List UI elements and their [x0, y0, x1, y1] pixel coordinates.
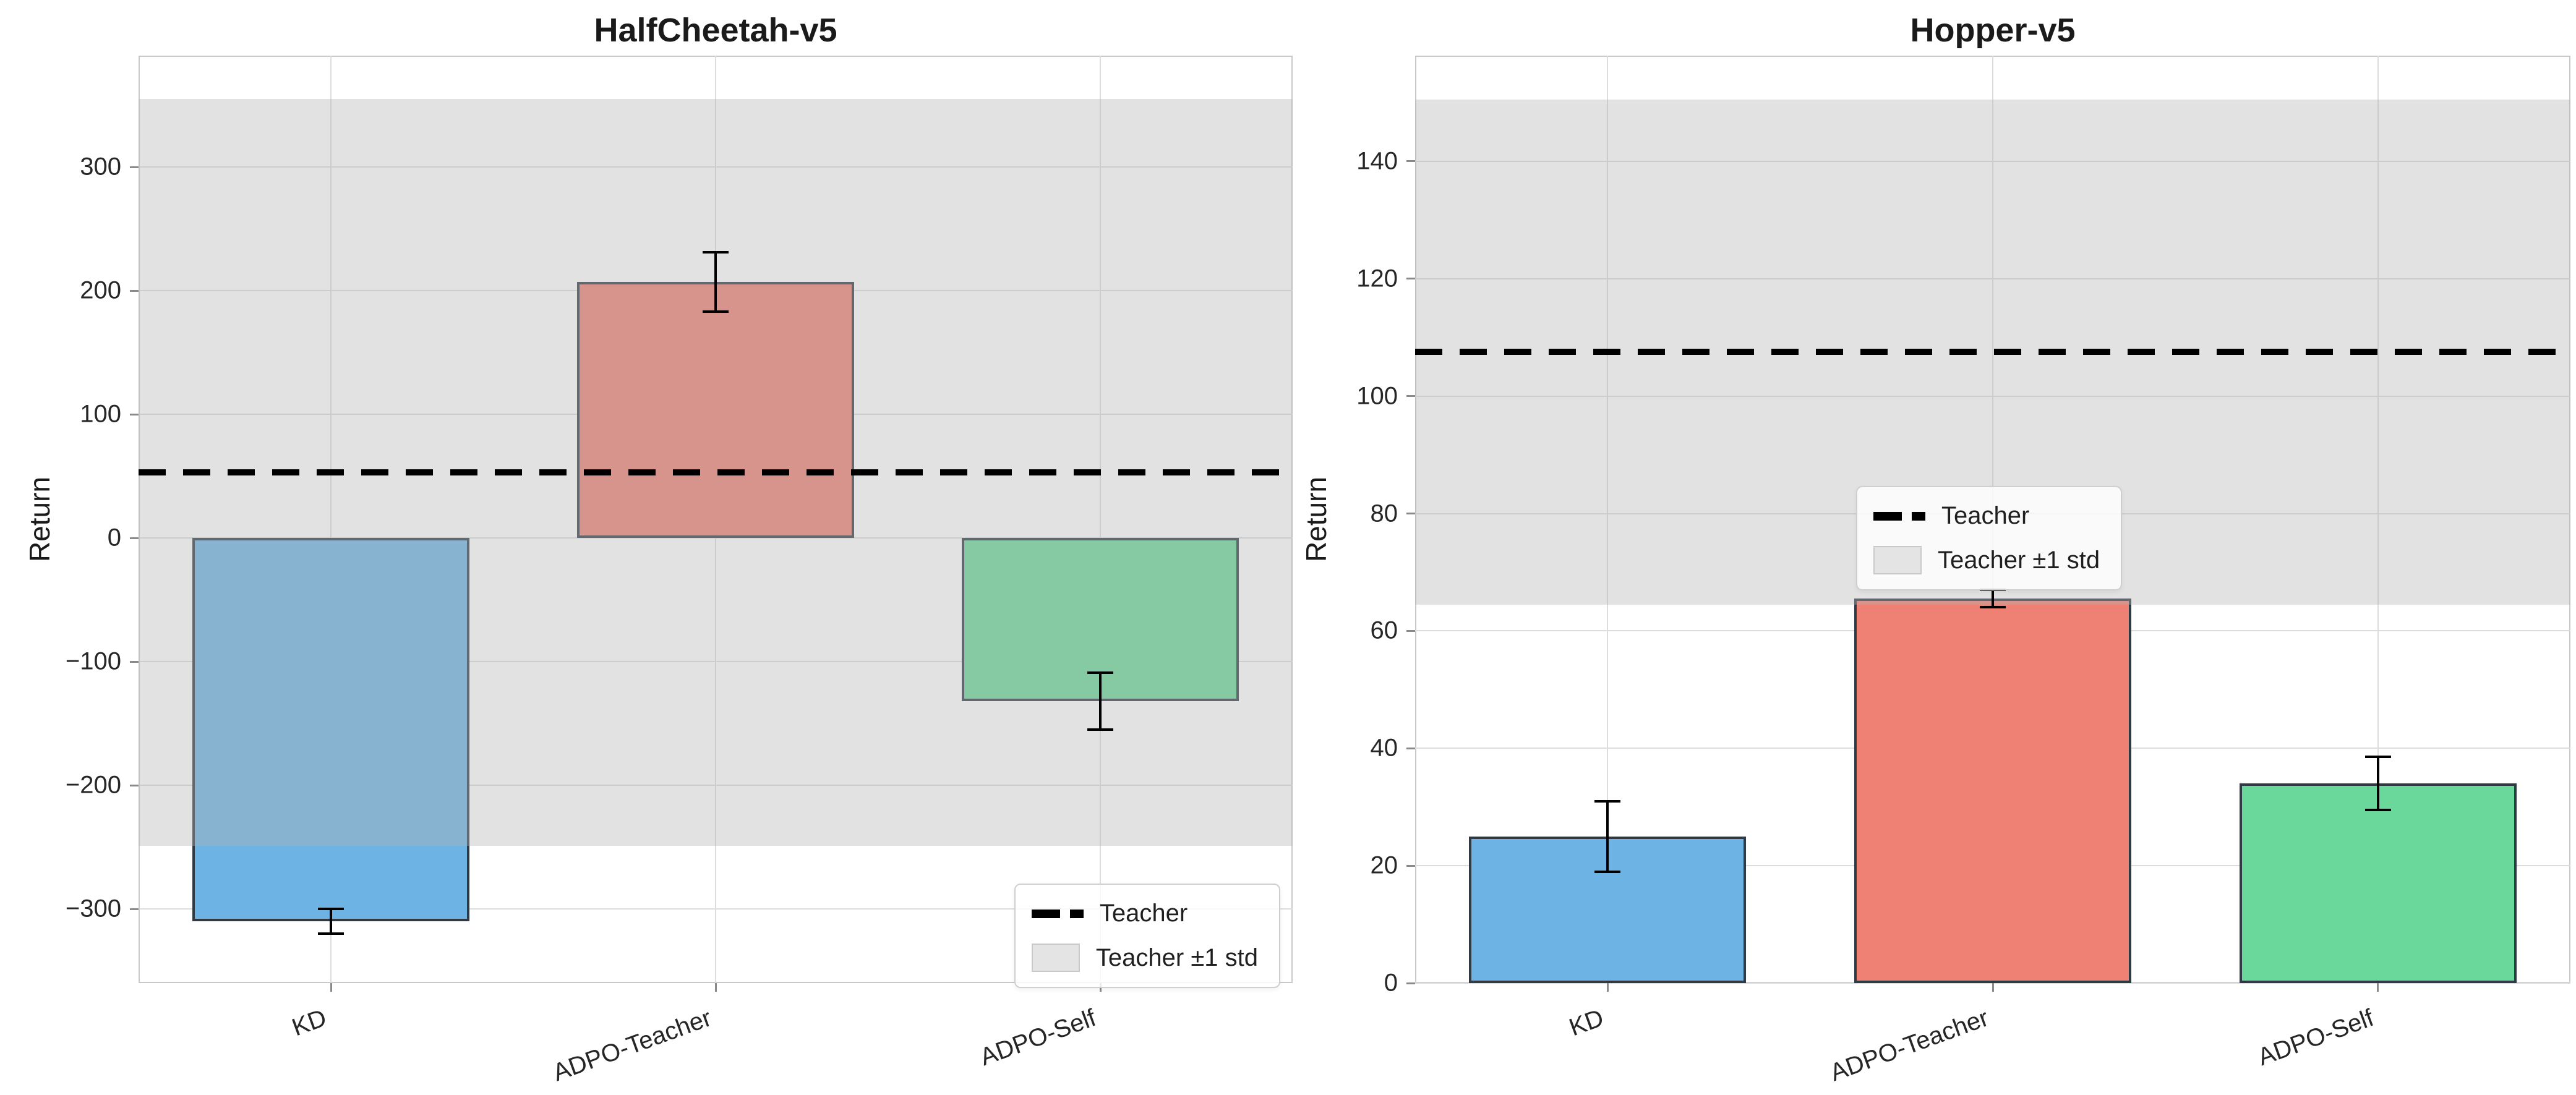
x-tick-label: KD: [1565, 1004, 1607, 1042]
error-bar-cap-top: [318, 908, 344, 910]
y-tick-label: −300: [65, 895, 121, 922]
y-tick-mark: [1406, 395, 1415, 398]
error-bar-line: [1606, 801, 1609, 872]
error-bar-line: [714, 252, 717, 312]
x-tick-label: ADPO-Teacher: [1826, 1004, 1993, 1087]
error-bar-cap-top: [703, 251, 729, 254]
y-tick-mark: [1406, 278, 1415, 280]
legend-label: Teacher: [1941, 502, 2030, 529]
legend-item: Teacher: [1873, 502, 2100, 530]
legend-label: Teacher ±1 std: [1938, 546, 2100, 574]
y-tick-label: 100: [80, 400, 121, 428]
y-tick-mark: [130, 166, 139, 168]
y-axis-label: Return: [1300, 476, 1332, 563]
x-tick-mark: [714, 983, 717, 992]
legend-item: Teacher ±1 std: [1873, 546, 2100, 574]
y-tick-label: −100: [65, 647, 121, 675]
error-bar-cap-bottom: [1980, 606, 2006, 609]
error-bar-cap-bottom: [2364, 808, 2391, 811]
x-tick-mark: [1606, 983, 1609, 992]
teacher-dash-icon: [1031, 909, 1084, 918]
y-tick-label: 80: [1370, 500, 1398, 527]
y-tick-label: 0: [1384, 969, 1398, 997]
x-tick-mark: [2377, 983, 2379, 992]
error-bar-cap-bottom: [318, 932, 344, 935]
y-tick-mark: [130, 660, 139, 663]
y-tick-label: 300: [80, 153, 121, 181]
y-tick-mark: [1406, 513, 1415, 514]
y-tick-mark: [1406, 747, 1415, 749]
teacher-std-swatch: [1031, 944, 1080, 972]
y-tick-mark: [1406, 629, 1415, 632]
legend: Teacher Teacher ±1 std: [1856, 486, 2123, 590]
x-tick-label: ADPO-Teacher: [549, 1004, 716, 1087]
bar-adpo-teacher: [1854, 599, 2132, 983]
error-bar-cap-bottom: [1594, 870, 1621, 873]
y-tick-mark: [1406, 160, 1415, 163]
y-tick-mark: [130, 413, 139, 415]
y-tick-label: 20: [1370, 851, 1398, 879]
legend-label: Teacher ±1 std: [1095, 944, 1258, 971]
x-tick-mark: [330, 983, 332, 992]
x-tick-label: KD: [288, 1004, 331, 1042]
y-tick-label: 100: [1356, 382, 1398, 410]
bar-adpo-teacher: [577, 282, 854, 538]
x-tick-label: ADPO-Self: [977, 1004, 1100, 1072]
chart-title: HalfCheetah-v5: [594, 12, 837, 49]
y-tick-mark: [130, 289, 139, 292]
error-bar-line: [1992, 589, 1994, 608]
y-tick-mark: [1406, 982, 1415, 984]
v-gridline: [1100, 56, 1101, 983]
error-bar-cap-top: [2364, 756, 2391, 759]
v-gridline: [330, 56, 332, 983]
bar-adpo-self: [2239, 783, 2517, 983]
y-tick-mark: [130, 908, 139, 910]
chart-title: Hopper-v5: [1910, 12, 2076, 49]
y-axis-label: Return: [24, 476, 56, 563]
legend-item: Teacher ±1 std: [1031, 944, 1258, 972]
error-bar-line: [1099, 673, 1102, 730]
bar-kd: [192, 538, 469, 921]
y-tick-label: 200: [80, 276, 121, 304]
y-tick-mark: [1406, 864, 1415, 867]
y-tick-label: 40: [1370, 734, 1398, 762]
error-bar-cap-top: [1087, 671, 1113, 674]
v-gridline: [1607, 56, 1609, 983]
y-tick-mark: [130, 784, 139, 786]
x-tick-label: ADPO-Self: [2254, 1004, 2377, 1072]
x-tick-mark: [1992, 983, 1994, 992]
teacher-mean-line: [1415, 349, 2570, 356]
legend-item: Teacher: [1031, 900, 1258, 927]
y-tick-label: −200: [65, 771, 121, 799]
v-gridline: [2377, 56, 2379, 983]
legend-label: Teacher: [1099, 900, 1188, 927]
legend: Teacher Teacher ±1 std: [1014, 884, 1280, 988]
teacher-std-swatch: [1873, 546, 1922, 574]
error-bar-cap-bottom: [703, 310, 729, 313]
y-tick-label: 60: [1370, 616, 1398, 644]
error-bar-line: [330, 909, 332, 934]
error-bar-cap-bottom: [1087, 728, 1113, 731]
teacher-dash-icon: [1873, 511, 1925, 521]
y-tick-label: 140: [1356, 147, 1398, 175]
teacher-mean-line: [139, 469, 1293, 475]
y-tick-label: 0: [107, 524, 121, 552]
y-tick-label: 120: [1356, 265, 1398, 292]
error-bar-cap-top: [1594, 799, 1621, 803]
error-bar-line: [2376, 757, 2379, 810]
y-tick-mark: [130, 537, 139, 539]
